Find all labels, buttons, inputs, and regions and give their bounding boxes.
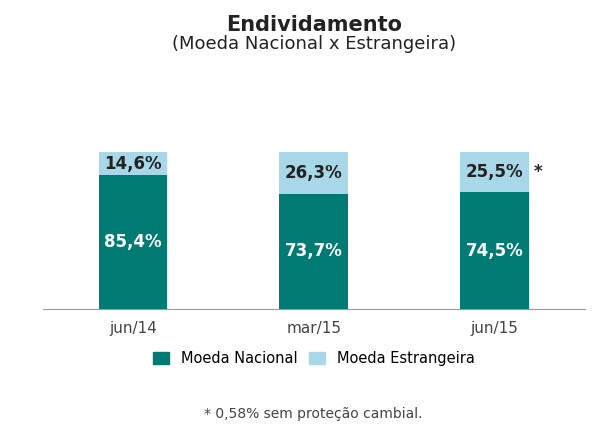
Bar	[99, 152, 167, 175]
Bar	[99, 175, 167, 309]
Text: (Moeda Nacional x Estrangeira): (Moeda Nacional x Estrangeira)	[172, 35, 456, 53]
Legend: Moeda Nacional, Moeda Estrangeira: Moeda Nacional, Moeda Estrangeira	[149, 346, 479, 370]
Text: 25,5%: 25,5%	[465, 163, 523, 181]
Text: 26,3%: 26,3%	[285, 164, 342, 182]
Text: Endividamento: Endividamento	[226, 15, 401, 35]
Bar	[280, 194, 348, 309]
Bar	[460, 152, 529, 192]
Text: 14,6%: 14,6%	[104, 155, 162, 173]
Bar	[460, 192, 529, 309]
Text: 73,7%: 73,7%	[284, 243, 343, 260]
Bar	[280, 152, 348, 194]
Text: 85,4%: 85,4%	[104, 233, 162, 251]
Text: *: *	[534, 163, 543, 181]
Text: 74,5%: 74,5%	[465, 242, 523, 260]
Text: * 0,58% sem proteção cambial.: * 0,58% sem proteção cambial.	[205, 407, 423, 421]
